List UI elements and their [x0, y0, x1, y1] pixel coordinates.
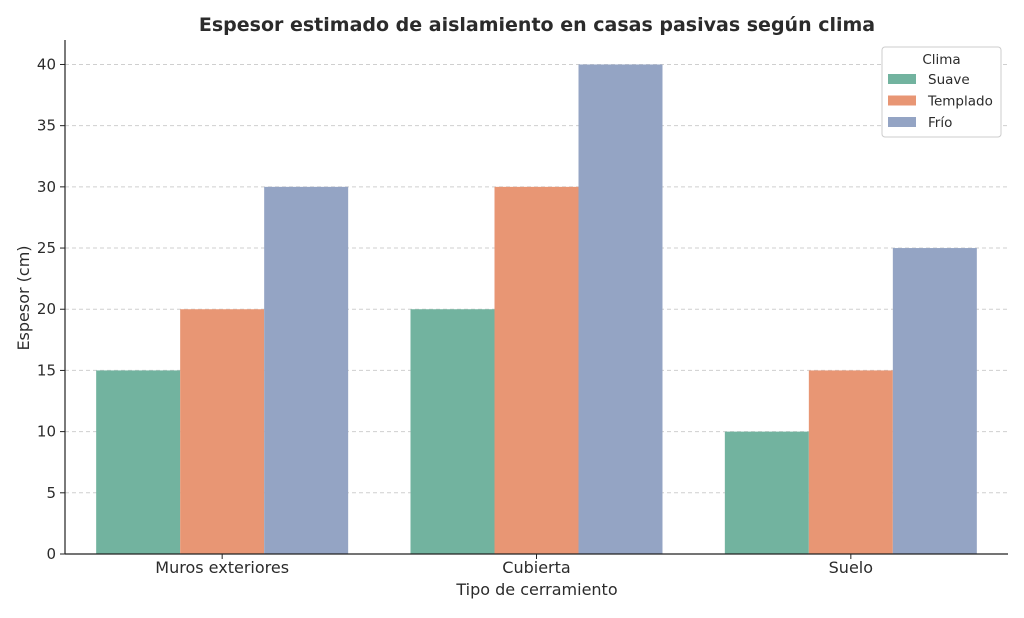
legend-title: Clima	[922, 52, 960, 68]
y-tick-label: 35	[37, 117, 56, 135]
y-tick-label: 15	[37, 361, 56, 379]
bar	[494, 186, 579, 554]
bars-layer	[96, 64, 977, 555]
legend: Clima Suave Templado Frío	[881, 46, 1002, 138]
x-tick-label: Suelo	[829, 558, 873, 577]
y-axis-label: Espesor (cm)	[14, 245, 33, 350]
bar	[96, 370, 181, 554]
bar	[892, 248, 977, 555]
legend-swatch	[888, 95, 916, 106]
x-axis-label: Tipo de cerramiento	[455, 580, 617, 599]
y-tick-label: 30	[37, 178, 56, 196]
bar	[724, 431, 809, 554]
x-tick-label: Cubierta	[502, 558, 570, 577]
legend-box	[881, 46, 1002, 138]
bar	[578, 64, 663, 554]
legend-label: Suave	[928, 72, 970, 88]
y-tick-label: 10	[37, 423, 56, 441]
bar	[410, 309, 495, 554]
y-tick-label: 20	[37, 300, 56, 318]
legend-label: Frío	[928, 115, 952, 131]
bar	[180, 309, 265, 554]
y-tick-label: 40	[37, 55, 56, 73]
y-tick-label: 0	[46, 545, 56, 563]
legend-label: Templado	[927, 94, 993, 110]
x-tick-label: Muros exteriores	[155, 558, 289, 577]
chart-title: Espesor estimado de aislamiento en casas…	[199, 14, 875, 36]
axes-layer: 0 5 10 15 20 25 30 35 40 Muros exteriores Cubierta…	[37, 40, 1008, 577]
y-tick-label: 25	[37, 239, 56, 257]
legend-swatch	[888, 74, 916, 84]
bar	[264, 186, 349, 554]
y-tick-label: 5	[46, 484, 56, 502]
bar	[808, 370, 893, 554]
legend-swatch	[888, 117, 916, 127]
